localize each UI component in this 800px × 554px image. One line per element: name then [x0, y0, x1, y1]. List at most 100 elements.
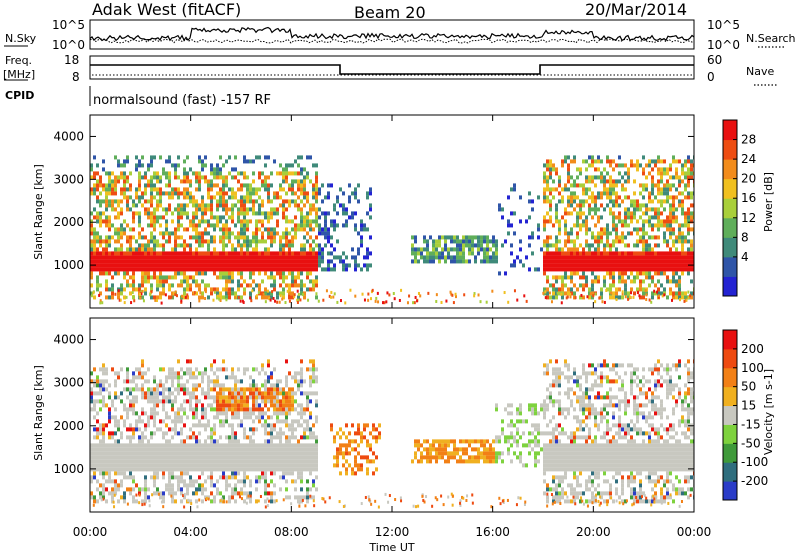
power-cell — [567, 239, 570, 244]
velocity-cell — [267, 359, 270, 364]
power-cell — [225, 291, 228, 296]
power-cell — [327, 211, 330, 216]
velocity-cell — [342, 451, 345, 456]
power-cell — [246, 239, 249, 244]
power-colorbar-segment — [723, 159, 737, 180]
power-cell — [336, 223, 339, 228]
power-cell — [153, 275, 156, 280]
velocity-cell — [174, 415, 177, 420]
power-cell — [585, 215, 588, 220]
velocity-cell — [192, 463, 195, 468]
power-cell — [513, 231, 516, 236]
power-cell — [276, 271, 279, 276]
power-cell — [219, 171, 222, 176]
velocity-cell — [339, 447, 342, 452]
power-cell — [630, 163, 633, 168]
velocity-cell — [309, 427, 312, 432]
velocity-cell — [285, 403, 288, 408]
power-cell — [381, 301, 384, 305]
velocity-cell — [120, 391, 123, 396]
power-cell — [207, 223, 210, 228]
power-cell — [366, 191, 369, 196]
power-cell — [612, 283, 615, 288]
power-cell — [294, 275, 297, 280]
power-cell — [413, 301, 416, 305]
power-cell — [570, 191, 573, 196]
power-cell — [135, 167, 138, 172]
velocity-cell — [249, 411, 252, 416]
power-cell — [279, 203, 282, 208]
power-cell — [228, 263, 231, 268]
power-cell — [186, 195, 189, 200]
power-cell — [129, 259, 132, 264]
velocity-cell — [183, 411, 186, 416]
velocity-cell — [168, 475, 171, 480]
power-cell — [330, 290, 333, 294]
power-cell — [426, 259, 429, 264]
power-cell — [398, 298, 401, 302]
power-cell — [105, 223, 108, 228]
power-cell — [108, 223, 111, 228]
velocity-cell — [195, 451, 198, 456]
power-cell — [615, 267, 618, 272]
power-cell — [618, 179, 621, 184]
velocity-cell — [186, 435, 189, 440]
velocity-cell — [189, 371, 192, 376]
power-cell — [267, 155, 270, 160]
power-cell — [96, 195, 99, 200]
power-cell — [543, 287, 546, 292]
velocity-cell — [90, 455, 93, 460]
power-cell — [132, 235, 135, 240]
power-cell — [255, 155, 258, 160]
power-cell — [240, 295, 243, 300]
velocity-cell — [231, 471, 234, 476]
power-cell — [240, 231, 243, 236]
velocity-cell — [114, 423, 117, 428]
power-cell — [273, 275, 276, 280]
power-cell — [638, 294, 641, 298]
velocity-cell — [165, 387, 168, 392]
power-cell — [180, 255, 183, 260]
power-cell — [252, 287, 255, 292]
velocity-cell — [276, 395, 279, 400]
velocity-cell — [129, 379, 132, 384]
velocity-cell — [147, 423, 150, 428]
power-cell — [264, 211, 267, 216]
velocity-cell — [141, 451, 144, 456]
power-cell — [186, 287, 189, 292]
velocity-cell — [312, 375, 315, 380]
power-cell — [192, 235, 195, 240]
power-cell — [210, 235, 213, 240]
power-cell — [272, 296, 275, 300]
power-cell — [663, 187, 666, 192]
power-cell — [285, 199, 288, 204]
power-cell — [441, 235, 444, 240]
power-cell — [222, 251, 225, 256]
velocity-cell — [219, 447, 222, 452]
power-cell — [618, 251, 621, 256]
power-cell — [645, 175, 648, 180]
velocity-cell — [192, 431, 195, 436]
velocity-cell — [108, 475, 111, 480]
power-cell — [177, 187, 180, 192]
velocity-cell — [246, 475, 249, 480]
velocity-cell — [192, 447, 195, 452]
power-cell — [510, 187, 513, 192]
velocity-cell — [255, 415, 258, 420]
power-cell — [624, 163, 627, 168]
power-cell — [491, 289, 494, 293]
velocity-cell — [171, 383, 174, 388]
power-cell — [672, 195, 675, 200]
velocity-cell — [135, 451, 138, 456]
power-cell — [624, 287, 627, 292]
power-cell — [201, 263, 204, 268]
power-cell — [135, 255, 138, 260]
velocity-cell — [285, 399, 288, 404]
power-cell — [93, 251, 96, 256]
power-cell — [357, 183, 360, 188]
power-cell — [249, 296, 252, 300]
velocity-cell — [159, 463, 162, 468]
velocity-cell — [333, 439, 336, 444]
velocity-cell — [156, 395, 159, 400]
power-cell — [135, 267, 138, 272]
